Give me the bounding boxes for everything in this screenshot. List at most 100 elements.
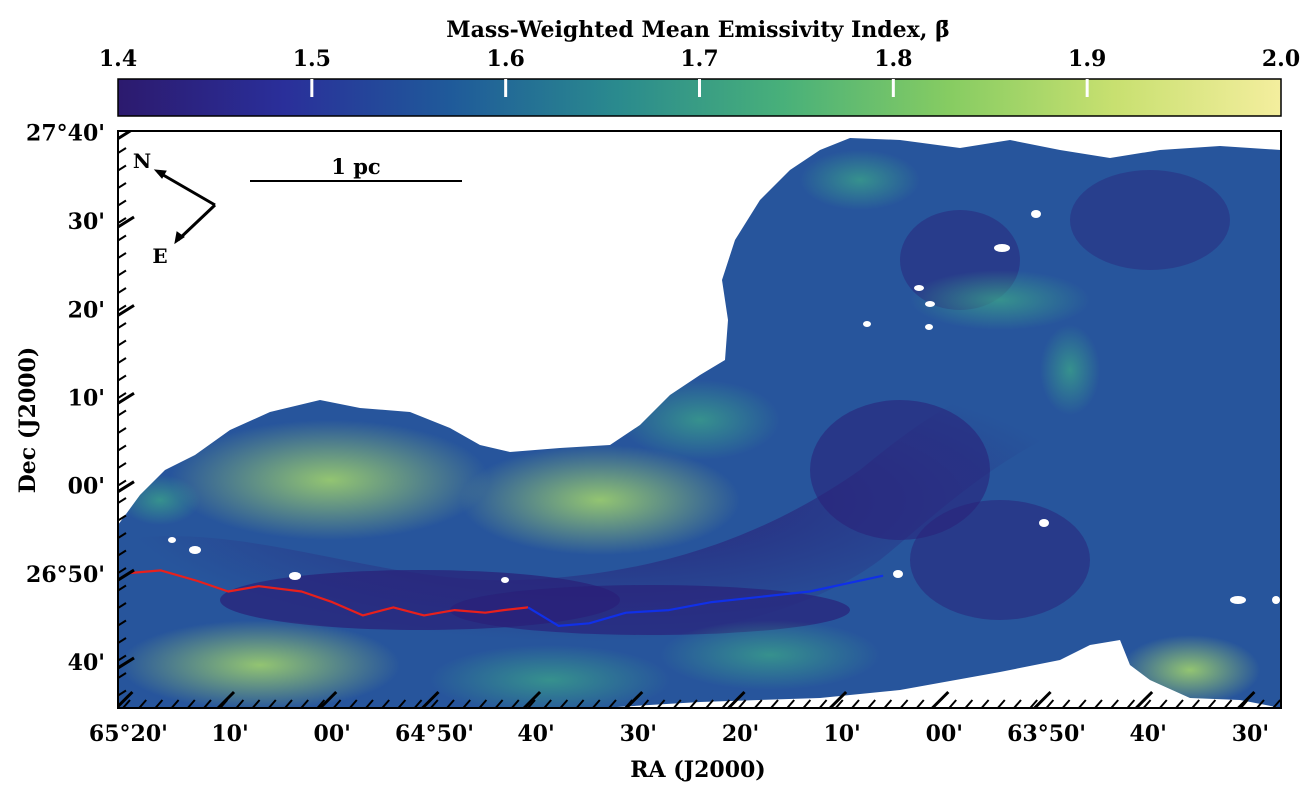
y-minor-tick [118,637,127,644]
x-minor-tick [170,699,180,708]
x-minor-tick [899,699,909,708]
x-minor-tick [1240,699,1249,708]
x-major-tick [829,690,848,708]
x-major-tick [118,690,134,708]
x-axis-label: RA (J2000) [630,757,765,783]
x-minor-tick [624,699,633,708]
y-minor-tick [118,252,127,259]
x-minor-tick [397,699,407,708]
x-minor-tick [316,699,326,708]
x-minor-tick [527,699,536,708]
colorbar-ticks [310,79,1089,97]
compass [153,169,217,245]
x-minor-tick [835,699,844,708]
x-minor-tick [916,699,925,708]
y-minor-tick [118,654,127,662]
x-major-tick [523,690,542,708]
x-tick-label: 00' [314,721,351,747]
y-major-tick [118,568,135,582]
y-minor-tick [118,514,127,522]
x-minor-tick [592,699,601,708]
x-minor-tick [786,699,795,708]
x-major-tick [1237,690,1256,708]
x-minor-tick [656,699,666,708]
x-minor-tick [997,699,1006,708]
x-minor-tick [754,699,763,708]
compass-north-label: N [133,149,151,173]
x-minor-tick [1110,699,1119,708]
y-minor-tick [118,339,127,347]
x-minor-tick [511,699,520,708]
y-minor-tick [118,164,127,172]
y-major-tick [118,391,135,405]
x-minor-tick [867,699,876,708]
colorbar-label: Mass-Weighted Mean Emissivity Index, β̄ [446,17,949,43]
y-minor-tick [118,217,127,224]
x-minor-tick [1094,699,1103,708]
x-minor-tick [203,699,212,708]
y-minor-tick [118,357,127,364]
x-minor-tick [1256,699,1265,708]
x-minor-tick [381,699,390,708]
x-minor-tick [818,699,828,708]
y-minor-tick [118,602,127,609]
x-minor-tick [673,699,682,708]
y-major-tick [118,656,135,670]
x-major-tick [727,690,746,708]
y-tick-label: 20' [68,297,105,323]
x-tick-label: 64°50' [395,721,474,747]
colorbar-tick-label: 2.0 [1262,46,1300,72]
y-minor-tick [118,199,127,207]
y-minor-tick [118,444,127,452]
x-tick-labels: 65°20' 10' 00' 64°50' 40' 30' 20' 10' 00' 63°50' 4… [89,721,1269,747]
x-minor-tick [932,699,941,708]
y-minor-tick [118,427,127,434]
y-axis-label: Dec (J2000) [15,347,41,494]
y-tick-label: 26°50' [26,562,105,588]
y-tick-label: 10' [68,385,105,411]
y-minor-tick [118,689,127,697]
x-major-tick [1033,690,1052,708]
x-minor-tick [1142,699,1152,708]
y-minor-tick [118,374,127,382]
colorbar-tick-label: 1.6 [487,46,525,72]
y-minor-tick [118,584,127,592]
x-minor-tick [1207,699,1217,708]
axis-minor-ticks [118,147,1281,708]
y-minor-tick [118,269,127,277]
y-minor-tick [118,182,127,189]
x-tick-label: 30' [620,721,657,747]
y-minor-tick [118,619,127,627]
colorbar-tick-label: 1.8 [874,46,912,72]
x-minor-tick [446,699,455,708]
x-major-tick [1135,690,1154,708]
x-minor-tick [608,699,617,708]
x-minor-tick [349,699,358,708]
x-minor-tick [494,699,504,708]
x-minor-tick [689,699,698,708]
y-minor-tick [118,497,127,504]
y-minor-tick [118,462,127,469]
y-minor-tick [118,549,127,557]
x-tick-label: 30' [1232,721,1269,747]
x-tick-label: 10' [823,721,860,747]
x-minor-tick [964,699,974,708]
y-minor-tick [118,532,127,539]
filament-spines [130,569,884,628]
x-minor-tick [575,699,585,708]
y-minor-tick [118,287,127,294]
x-minor-tick [478,699,488,708]
y-tick-label: 27°40' [26,121,105,147]
y-tick-labels: 27°40' 30' 20' 10' 00' 26°50' 40' [26,121,105,676]
x-minor-tick [122,699,131,708]
y-minor-tick [118,479,127,487]
y-minor-tick [118,409,127,417]
x-minor-tick [462,699,471,708]
y-major-tick [118,131,133,140]
y-minor-tick [118,392,127,399]
x-minor-tick [284,699,293,708]
x-tick-label: 20' [722,721,759,747]
y-major-tick [118,480,135,493]
x-minor-tick [1191,699,1200,708]
